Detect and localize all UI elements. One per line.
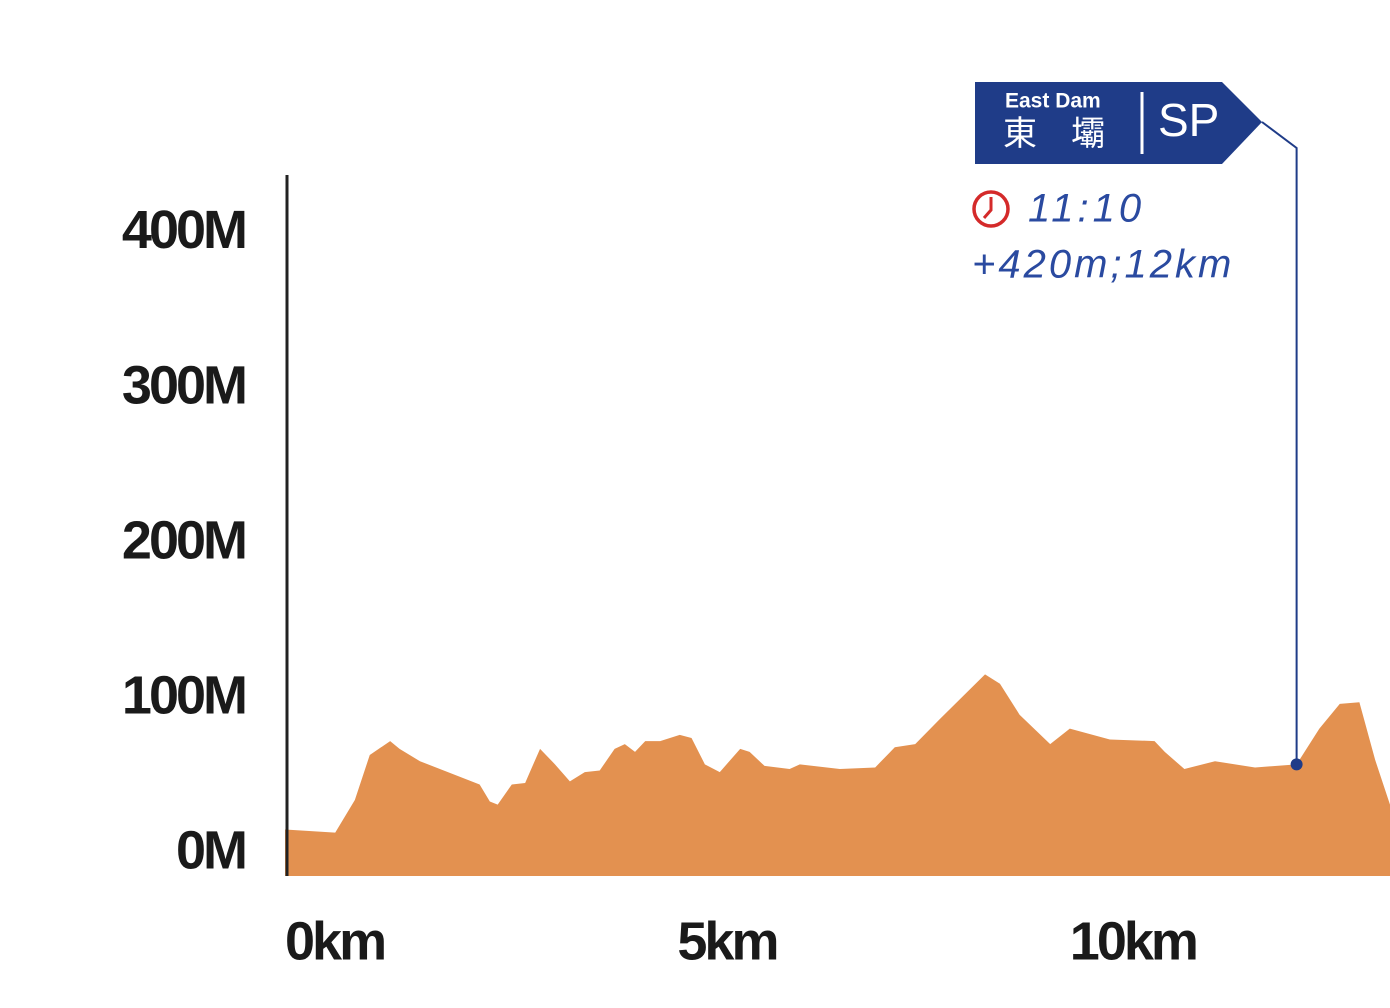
detail-label: +420m;12km <box>972 243 1234 287</box>
station-code: SP <box>1158 94 1219 146</box>
y-tick-label: 300M <box>122 355 245 415</box>
station-point <box>1290 758 1303 771</box>
y-tick-label: 400M <box>122 200 245 260</box>
station-english: East Dam <box>1005 90 1101 113</box>
y-tick-label: 200M <box>122 510 245 570</box>
plot: 0M 100M 200M 300M 400M 0km 5km 10km <box>122 121 1390 971</box>
leader-line <box>1261 121 1298 765</box>
y-tick-label: 0M <box>176 821 245 881</box>
x-tick-label: 0km <box>285 911 384 971</box>
time-label: 11:10 <box>1028 187 1145 231</box>
clock-hands <box>982 197 993 219</box>
y-tick-label: 100M <box>122 665 245 725</box>
x-tick-label: 10km <box>1070 911 1196 971</box>
station-sign: East Dam 東 壩 SP 11:10 +420m;12km <box>972 82 1262 287</box>
sign-plate <box>975 82 1262 164</box>
elevation-area <box>285 674 1390 876</box>
station-chinese: 東 壩 <box>1003 115 1105 153</box>
clock-icon <box>972 190 1010 228</box>
x-tick-label: 5km <box>677 911 776 971</box>
